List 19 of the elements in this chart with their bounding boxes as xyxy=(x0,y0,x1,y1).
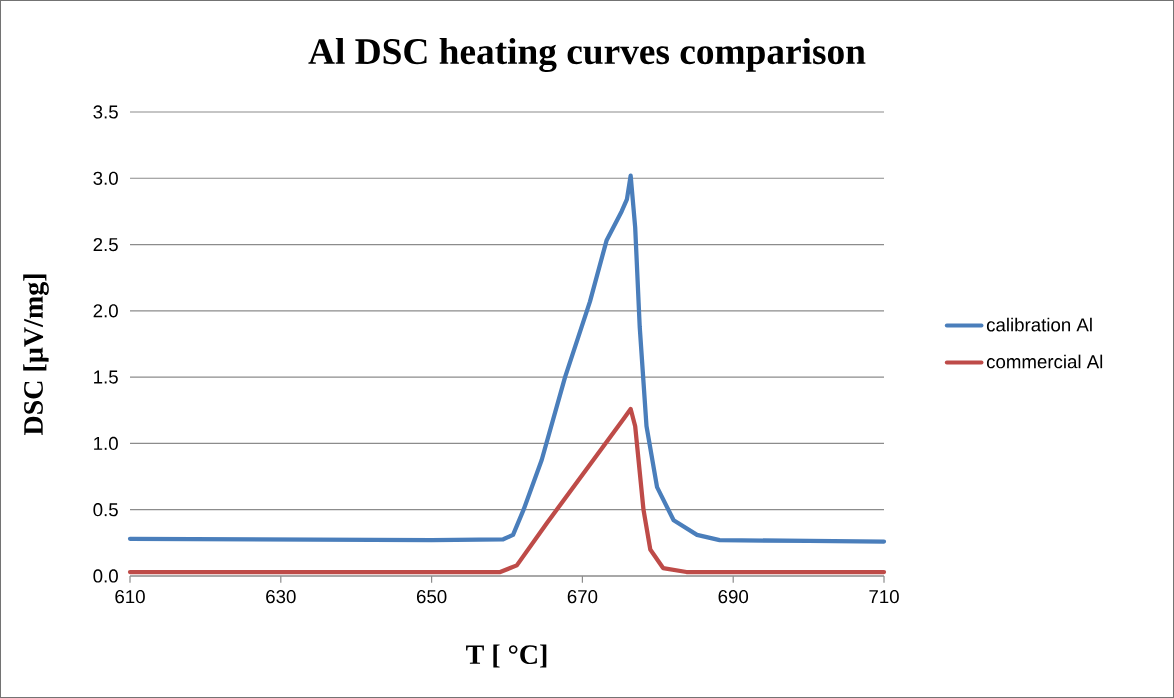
legend-label: calibration Al xyxy=(986,317,1092,332)
y-tick-label: 1.0 xyxy=(94,436,118,451)
y-tick-label: 0.5 xyxy=(93,503,118,517)
x-tick-label: 690 xyxy=(718,590,749,604)
y-tick-label: 3.0 xyxy=(93,171,118,185)
chart-title: Al DSC heating curves comparison xyxy=(308,37,866,73)
x-tick-label: 710 xyxy=(869,590,899,604)
x-tick-label: 610 xyxy=(115,590,145,604)
y-tick-label: 3.5 xyxy=(93,105,118,119)
legend-label: commercial Al xyxy=(986,354,1103,369)
y-tick-label: 2.5 xyxy=(93,237,118,252)
y-tick-label: 1.5 xyxy=(94,370,118,384)
y-tick-label: 2.0 xyxy=(93,304,118,318)
x-axis-title: T [ °C] xyxy=(466,644,547,668)
y-tick-label: 0.0 xyxy=(93,569,118,583)
x-tick-label: 650 xyxy=(416,590,447,604)
x-tick-label: 670 xyxy=(567,590,598,604)
y-axis-title: DSC [µV/mg] xyxy=(23,274,49,436)
x-tick-label: 630 xyxy=(266,590,296,604)
